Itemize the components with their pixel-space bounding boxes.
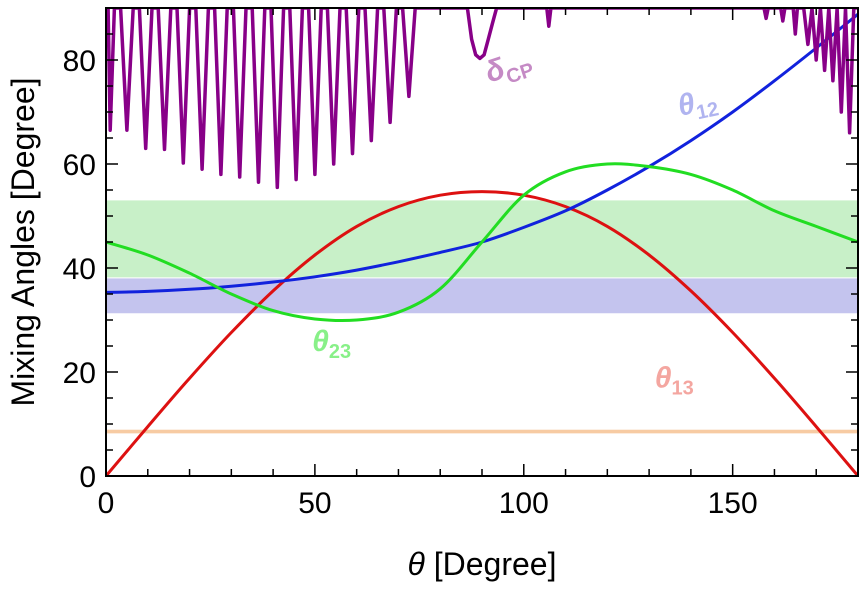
x-tick-label: 150 [708,487,758,520]
deltaCP-label-subscript: CP [504,59,537,89]
theta12-label-subscript: 12 [694,98,720,124]
x-tick-label: 50 [298,487,331,520]
theta23-label: θ23 [312,325,351,363]
theta13-label-subscript: 13 [671,378,693,400]
x-axis-title: θ [Degree] [408,546,557,582]
y-tick-label: 60 [63,149,96,182]
x-axis-title-unit: [Degree] [425,546,557,582]
x-tick-label: 100 [499,487,549,520]
deltaCP-curve [106,8,858,190]
theta12-label-symbol: θ [675,87,698,123]
theta23-label-subscript: 23 [329,341,351,363]
theta13-label: θ13 [655,362,694,400]
theta13-range-band [106,429,858,434]
x-axis-title-symbol: θ [408,546,426,582]
theta12-label: θ12 [675,83,721,128]
deltaCP-label: δCP [481,44,537,94]
y-tick-label: 80 [63,45,96,78]
y-tick-label: 0 [79,461,96,494]
theta13-curve [106,190,858,476]
y-tick-label: 40 [63,253,96,286]
y-tick-label: 20 [63,357,96,390]
theta23-curve [106,162,858,323]
theta12-range-band [106,278,858,314]
y-axis-title: Mixing Angles [Degree] [5,77,41,406]
theta23-range-band [106,200,858,278]
theta13-label-symbol: θ [655,362,672,395]
x-tick-label: 0 [98,487,115,520]
theta23-label-symbol: θ [312,325,329,358]
